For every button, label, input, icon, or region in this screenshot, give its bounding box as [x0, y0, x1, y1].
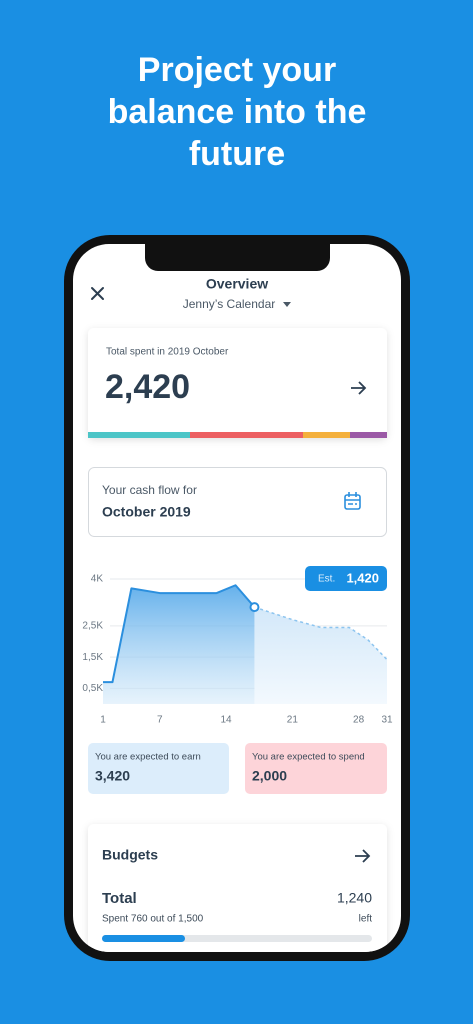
earn-caption: You are expected to earn — [95, 752, 201, 763]
total-amount: 1,240 — [337, 890, 372, 906]
arrow-icon — [355, 849, 371, 863]
tooltip-value: 1,420 — [346, 570, 379, 585]
picker-caption: Your cash flow for — [102, 483, 197, 497]
y-tick-label: 2,5K — [82, 621, 103, 632]
card — [88, 328, 387, 438]
x-tick-label: 31 — [381, 715, 393, 726]
earn-bg — [88, 743, 229, 794]
spend-bg — [245, 743, 387, 794]
area — [103, 585, 255, 704]
spend-amount: 2,000 — [252, 768, 287, 784]
tooltip-bg — [305, 566, 387, 591]
left-text: left — [359, 914, 373, 925]
spend-caption: You are expected to spend — [252, 752, 365, 763]
category-bar — [303, 432, 350, 438]
screen-title: Overview — [206, 276, 268, 292]
spend-box: You are expected to spend 2,000 — [245, 743, 387, 794]
picker-period: October 2019 — [102, 504, 191, 520]
screen: Overview Jenny’s Calendar Total spent in… — [73, 244, 401, 974]
x-tick-label: 21 — [287, 715, 299, 726]
dropdown-caret[interactable] — [283, 302, 291, 307]
budgets-title: Budgets — [102, 847, 158, 863]
category-bar — [350, 432, 387, 438]
today-marker — [249, 602, 260, 613]
y-tick-label: 1,5K — [82, 652, 103, 663]
x-tick-label: 1 — [100, 715, 106, 726]
headline-line: future — [189, 135, 285, 173]
budgets-card[interactable]: Budgets Total 1,240 Spent 760 out of 1,5… — [88, 824, 387, 974]
notch — [145, 240, 330, 271]
category-bar — [190, 432, 303, 438]
x-tick-label: 28 — [353, 715, 365, 726]
headline-line: balance into the — [108, 93, 367, 131]
arrow-icon — [351, 381, 367, 395]
calendar-selector[interactable]: Jenny’s Calendar — [183, 297, 276, 311]
estimate-tooltip: Est. 1,420 — [305, 566, 387, 591]
progress-fill — [102, 935, 185, 942]
card-amount: 2,420 — [105, 368, 190, 406]
y-tick-label: 4K — [91, 574, 104, 585]
tooltip-label: Est. — [318, 574, 335, 585]
spent-text: Spent 760 out of 1,500 — [102, 914, 204, 925]
earn-amount: 3,420 — [95, 768, 130, 784]
cash-flow-picker[interactable]: Your cash flow for October 2019 — [88, 467, 387, 537]
headline-line: Project your — [138, 51, 336, 89]
close-button[interactable] — [91, 287, 104, 300]
total-label: Total — [102, 890, 137, 907]
calendar-icon — [344, 492, 361, 510]
x-tick-label: 14 — [221, 715, 233, 726]
y-tick-label: 0,5K — [82, 683, 103, 694]
picker-box — [88, 467, 387, 537]
actual-line — [103, 584, 256, 684]
category-bar — [88, 432, 190, 438]
cash-flow-chart: 0,5K 1,5K 2,5K 4K 1 7 14 21 28 31 Est. 1,420 — [82, 566, 393, 726]
earn-box: You are expected to earn 3,420 — [88, 743, 229, 794]
summary-card[interactable]: Total spent in 2019 October 2,420 — [88, 328, 387, 438]
card-caption: Total spent in 2019 October — [106, 347, 229, 358]
x-tick-label: 7 — [157, 715, 163, 726]
